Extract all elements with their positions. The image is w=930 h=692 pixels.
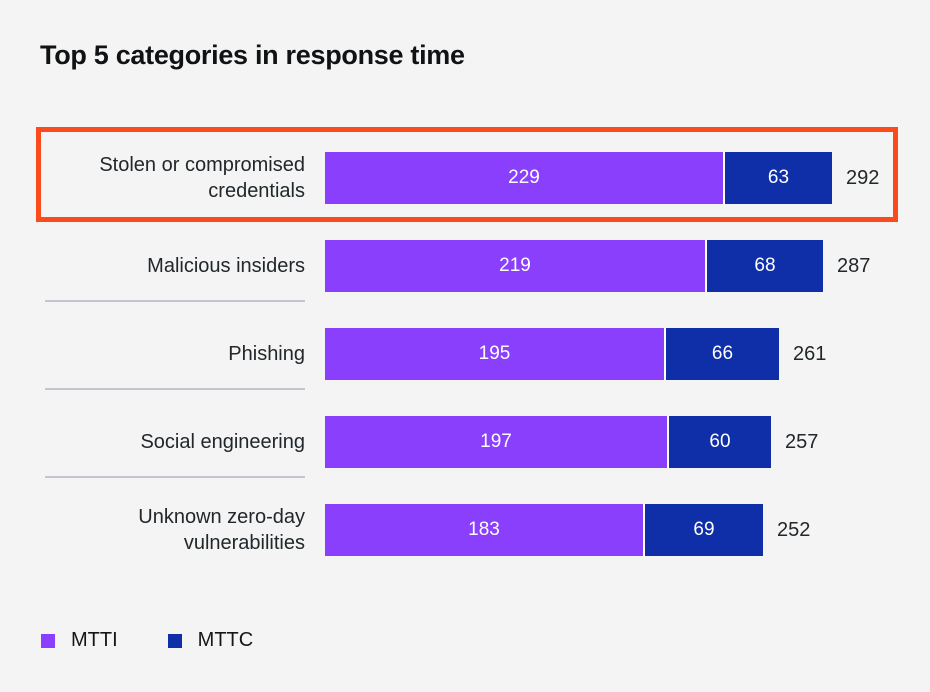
- legend: MTTI MTTC: [41, 629, 253, 652]
- mttc-value-label: 63: [767, 167, 790, 188]
- category-label: Malicious insiders: [147, 255, 305, 277]
- bar-area: 197 60 257: [325, 416, 818, 468]
- total-value-label: 252: [777, 518, 811, 541]
- mttc-bar-segment: 68: [705, 240, 823, 292]
- bar-area: 195 66 261: [325, 328, 826, 380]
- category-label: Stolen or compromised credentials: [99, 154, 305, 202]
- mtti-value-label: 229: [508, 167, 540, 188]
- mttc-value-label: 68: [754, 255, 776, 276]
- total-value-label: 287: [837, 254, 871, 277]
- mttc-value-label: 60: [709, 431, 731, 452]
- chart-title: Top 5 categories in response time: [40, 40, 465, 70]
- mtti-value-label: 197: [480, 431, 512, 452]
- mttc-legend-label: MTTC: [197, 629, 254, 651]
- legend-item-mtti: MTTI: [41, 629, 118, 652]
- mttc-value-label: 69: [693, 519, 715, 540]
- mtti-legend-swatch: [41, 633, 55, 648]
- bar-area: 219 68 287: [325, 240, 870, 292]
- mttc-bar-segment: 69: [643, 504, 763, 556]
- total-value-label: 292: [846, 166, 880, 189]
- mtti-bar-segment: 197: [325, 416, 667, 468]
- mtti-legend-label: MTTI: [71, 629, 118, 651]
- mttc-bar-segment: 60: [667, 416, 771, 468]
- chart-row: Malicious insiders 219 68 287: [0, 222, 930, 310]
- category-label: Unknown zero-day vulnerabilities: [138, 506, 305, 554]
- chart-row: Unknown zero-day vulnerabilities 183 69 …: [0, 486, 930, 574]
- chart-row: Social engineering 197 60 257: [0, 398, 930, 486]
- chart-row: Phishing 195 66 261: [0, 310, 930, 398]
- mttc-legend-swatch: [167, 633, 182, 648]
- mttc-value-label: 66: [711, 343, 734, 364]
- category-label: Phishing: [228, 343, 305, 365]
- mttc-bar-segment: 66: [664, 328, 779, 380]
- mttc-bar-segment: 63: [723, 152, 832, 204]
- mtti-bar-segment: 229: [325, 152, 723, 204]
- total-value-label: 257: [785, 430, 819, 453]
- mtti-bar-segment: 183: [325, 504, 643, 556]
- total-value-label: 261: [793, 342, 827, 365]
- bar-area: 183 69 252: [325, 504, 810, 556]
- bar-chart: Stolen or compromised credentials 229 63…: [0, 127, 930, 574]
- mtti-bar-segment: 219: [325, 240, 705, 292]
- mtti-bar-segment: 195: [325, 328, 664, 380]
- legend-item-mttc: MTTC: [167, 629, 254, 652]
- mtti-value-label: 195: [478, 343, 511, 364]
- category-label: Social engineering: [140, 431, 305, 453]
- mtti-value-label: 219: [499, 255, 531, 276]
- bar-area: 229 63 292: [325, 152, 879, 204]
- mtti-value-label: 183: [468, 519, 500, 540]
- chart-row: Stolen or compromised credentials 229 63…: [0, 127, 930, 222]
